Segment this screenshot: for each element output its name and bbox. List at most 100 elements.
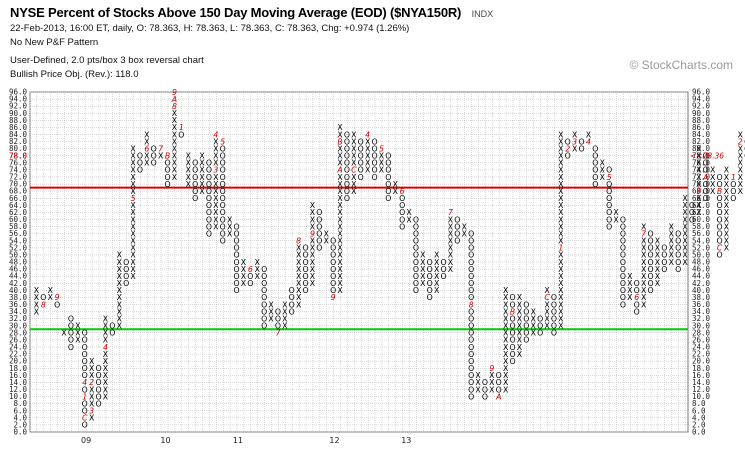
o-box: O: [247, 272, 253, 281]
y-tick-label-right: 66.0: [692, 194, 711, 203]
o-box: O: [330, 272, 336, 281]
o-box: O: [468, 229, 474, 238]
y-tick-label-left: 28.0: [9, 328, 28, 337]
x-box: X: [558, 173, 564, 182]
x-box: X: [213, 215, 219, 224]
o-box: O: [316, 208, 322, 217]
x-box: X: [199, 159, 205, 168]
x-box: X: [213, 194, 219, 203]
o-box: O: [233, 222, 239, 231]
x-box: X: [310, 272, 316, 281]
month-marker: 5: [131, 194, 136, 203]
x-box: X: [682, 251, 688, 260]
o-box: O: [551, 293, 557, 302]
x-box: X: [186, 173, 192, 182]
last-value-left-label: 78.0: [9, 151, 28, 160]
x-box: X: [682, 215, 688, 224]
o-box: O: [151, 159, 157, 168]
quote-line: 22-Feb-2013, 16:00 ET, daily, O: 78.363,…: [10, 23, 410, 34]
y-tick-label-right: 86.0: [692, 123, 711, 132]
o-box: O: [206, 166, 212, 175]
o-box: O: [468, 343, 474, 352]
y-tick-label-right: 58.0: [692, 222, 711, 231]
x-box: X: [130, 237, 136, 246]
o-box: O: [68, 343, 74, 352]
x-box: X: [448, 258, 454, 267]
o-box: O: [509, 357, 515, 366]
x-box: X: [558, 279, 564, 288]
x-box: X: [696, 159, 702, 168]
o-box: O: [385, 166, 391, 175]
x-box: X: [655, 244, 661, 253]
x-box: X: [89, 399, 95, 408]
month-marker: 7: [448, 208, 453, 217]
o-box: O: [468, 392, 474, 401]
o-box: O: [509, 314, 515, 323]
x-box: X: [337, 130, 343, 139]
x-box: X: [103, 336, 109, 345]
x-box: X: [641, 237, 647, 246]
o-box: O: [620, 251, 626, 260]
o-box: O: [413, 251, 419, 260]
o-box: O: [413, 244, 419, 253]
x-box: X: [130, 144, 136, 153]
y-tick-label-right: 20.0: [692, 357, 711, 366]
y-tick-label-left: 88.0: [9, 116, 28, 125]
o-box: O: [716, 251, 722, 260]
o-box: O: [206, 215, 212, 224]
x-box: X: [489, 385, 495, 394]
o-box: O: [220, 215, 226, 224]
x-box: X: [462, 229, 468, 238]
month-marker: 4: [365, 130, 370, 139]
x-box: X: [337, 187, 343, 196]
o-box: O: [82, 407, 88, 416]
x-box: X: [117, 314, 123, 323]
x-box: X: [724, 237, 730, 246]
o-box: O: [220, 173, 226, 182]
o-box: O: [192, 166, 198, 175]
x-box: X: [351, 144, 357, 153]
x-box: X: [310, 251, 316, 260]
o-box: O: [509, 343, 515, 352]
x-box: X: [34, 286, 40, 295]
x-box: X: [434, 272, 440, 281]
o-box: O: [123, 279, 129, 288]
o-box: O: [551, 307, 557, 316]
x-box: X: [600, 173, 606, 182]
o-box: O: [68, 314, 74, 323]
y-tick-label-right: 50.0: [692, 250, 711, 259]
o-box: O: [233, 279, 239, 288]
o-box: O: [647, 272, 653, 281]
x-box: X: [172, 123, 178, 132]
x-box: X: [558, 265, 564, 274]
x-box: X: [48, 286, 54, 295]
o-box: O: [151, 152, 157, 161]
o-box: O: [330, 251, 336, 260]
o-box: O: [427, 272, 433, 281]
o-box: O: [413, 222, 419, 231]
o-box: O: [344, 137, 350, 146]
y-tick-label-left: 38.0: [9, 293, 28, 302]
o-box: O: [206, 201, 212, 210]
x-box: X: [641, 244, 647, 253]
o-box: O: [109, 329, 115, 338]
month-marker: 4: [82, 378, 87, 387]
y-tick-label-right: 48.0: [692, 258, 711, 267]
y-tick-label-right: 6.0: [692, 406, 706, 415]
o-box: O: [371, 137, 377, 146]
x-box: X: [558, 208, 564, 217]
x-tick-label: 10: [160, 436, 170, 445]
x-box: X: [724, 222, 730, 231]
x-box: X: [337, 251, 343, 260]
y-tick-label-left: 72.0: [9, 173, 28, 182]
o-box: O: [440, 258, 446, 267]
o-box: O: [413, 265, 419, 274]
x-box: X: [724, 215, 730, 224]
x-box: X: [103, 378, 109, 387]
o-box: O: [606, 194, 612, 203]
x-box: X: [337, 222, 343, 231]
month-marker: C: [351, 166, 357, 175]
o-box: O: [233, 237, 239, 246]
x-box: X: [213, 187, 219, 196]
o-box: O: [82, 371, 88, 380]
